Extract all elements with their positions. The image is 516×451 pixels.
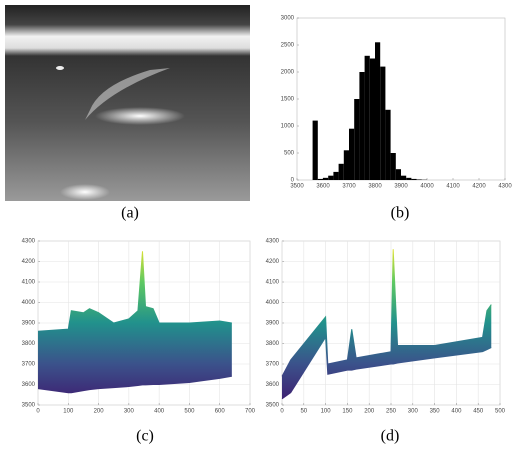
- y-tick-label: 3800: [22, 341, 36, 347]
- histogram-bar: [395, 169, 401, 180]
- x-tick-label: 100: [63, 409, 74, 415]
- histogram-bar: [333, 171, 339, 180]
- histogram-bar: [312, 120, 318, 180]
- histogram-bar: [364, 55, 370, 180]
- y-tick-label: 3700: [266, 362, 280, 368]
- x-tick-label: 400: [154, 409, 165, 415]
- histogram-bar: [375, 42, 381, 180]
- x-tick-label: 700: [245, 409, 256, 415]
- x-tick-label: 400: [451, 409, 462, 415]
- histogram-bar: [338, 163, 344, 180]
- x-tick-label: 200: [364, 409, 375, 415]
- histogram-bar: [359, 72, 365, 180]
- y-tick-label: 2500: [281, 43, 295, 49]
- x-tick-label: 0: [36, 409, 40, 415]
- histogram-bar: [343, 150, 349, 180]
- image-hotspot: [60, 184, 110, 200]
- histogram-bar: [354, 99, 360, 180]
- y-tick-label: 3500: [22, 403, 36, 409]
- y-tick-label: 3800: [266, 341, 280, 347]
- x-tick-label: 0: [280, 409, 284, 415]
- x-tick-label: 350: [430, 409, 441, 415]
- surface-edge: [281, 335, 492, 400]
- y-tick-label: 0: [291, 178, 295, 184]
- image-boat: [56, 66, 64, 70]
- x-tick-label: 3800: [368, 184, 382, 190]
- y-tick-label: 3700: [22, 362, 36, 368]
- surface-fill: [282, 249, 492, 399]
- x-tick-label: 450: [473, 409, 484, 415]
- y-tick-label: 4000: [266, 300, 280, 306]
- histogram-bar: [390, 153, 396, 180]
- x-tick-label: 600: [215, 409, 226, 415]
- caption: (b): [391, 205, 410, 222]
- x-tick-label: 3700: [342, 184, 356, 190]
- x-tick-label: 4200: [472, 184, 486, 190]
- image-wake: [85, 68, 170, 120]
- image-hotspot: [95, 107, 185, 125]
- surface-edge: [37, 251, 232, 332]
- x-tick-label: 3900: [394, 184, 408, 190]
- histogram-bar: [411, 178, 417, 180]
- x-tick-label: 3500: [290, 184, 304, 190]
- y-tick-label: 1500: [281, 97, 295, 103]
- x-tick-label: 50: [300, 409, 307, 415]
- thermal-image: [5, 5, 250, 201]
- histogram-bar: [380, 66, 386, 180]
- x-tick-label: 300: [408, 409, 419, 415]
- y-tick-label: 3600: [22, 382, 36, 388]
- caption: (c): [136, 428, 154, 445]
- image-background: [5, 5, 250, 201]
- y-tick-label: 500: [284, 151, 295, 157]
- y-tick-label: 4000: [22, 300, 36, 306]
- y-tick-label: 4300: [266, 239, 280, 245]
- surface-edge: [37, 375, 232, 394]
- histogram-bar: [385, 109, 391, 180]
- caption: (a): [121, 205, 139, 222]
- x-tick-label: 500: [495, 409, 506, 415]
- surface-fill: [38, 251, 232, 393]
- histogram-bar: [401, 175, 407, 180]
- y-tick-label: 3900: [22, 321, 36, 327]
- histogram-bar: [416, 179, 422, 180]
- surface-edge: [281, 249, 492, 377]
- y-tick-label: 3600: [266, 382, 280, 388]
- caption: (d): [381, 428, 400, 445]
- y-tick-label: 4100: [266, 280, 280, 286]
- y-tick-label: 3000: [281, 16, 295, 22]
- x-tick-label: 4300: [498, 184, 512, 190]
- y-tick-label: 3900: [266, 321, 280, 327]
- histogram-bar: [406, 177, 412, 180]
- histogram-bar: [328, 175, 334, 180]
- y-tick-label: 3500: [266, 403, 280, 409]
- histogram-bar: [349, 128, 355, 180]
- x-tick-label: 3600: [316, 184, 330, 190]
- y-tick-label: 4300: [22, 239, 36, 245]
- x-tick-label: 200: [94, 409, 105, 415]
- plot-area: [296, 17, 506, 181]
- y-tick-label: 2000: [281, 70, 295, 76]
- histogram-bar: [369, 58, 375, 180]
- histogram-bar: [317, 178, 323, 180]
- y-tick-label: 1000: [281, 124, 295, 130]
- y-tick-label: 4200: [22, 259, 36, 265]
- x-tick-label: 150: [342, 409, 353, 415]
- y-tick-label: 4100: [22, 280, 36, 286]
- x-tick-label: 300: [124, 409, 135, 415]
- histogram-bar: [323, 177, 329, 180]
- y-tick-label: 4200: [266, 259, 280, 265]
- x-tick-label: 4000: [420, 184, 434, 190]
- x-tick-label: 4100: [446, 184, 460, 190]
- x-tick-label: 250: [386, 409, 397, 415]
- x-tick-label: 500: [184, 409, 195, 415]
- x-tick-label: 100: [321, 409, 332, 415]
